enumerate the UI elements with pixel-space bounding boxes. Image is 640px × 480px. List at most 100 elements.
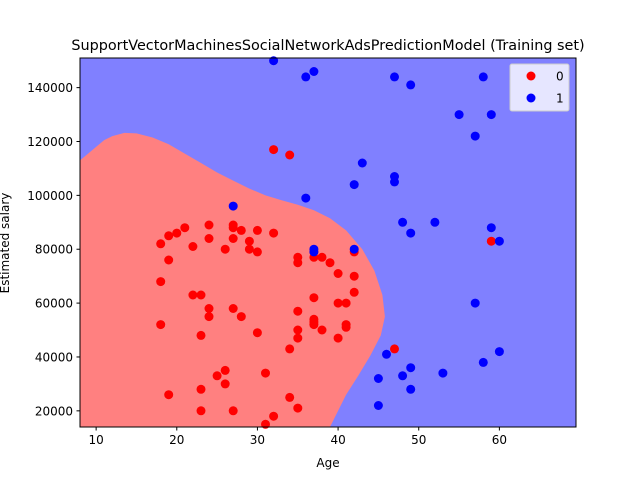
x-axis-label: Age xyxy=(316,456,339,470)
legend-label-class-1: 1 xyxy=(556,92,564,106)
points-layer xyxy=(156,56,504,429)
point-class-0 xyxy=(252,247,262,257)
point-class-0 xyxy=(261,368,270,378)
point-class-0 xyxy=(317,325,327,335)
point-class-0 xyxy=(164,390,174,400)
legend: 0 1 xyxy=(509,63,570,112)
point-class-0 xyxy=(293,306,303,316)
y-tick-label: 60000 xyxy=(35,297,73,311)
point-class-1 xyxy=(301,193,311,203)
point-class-0 xyxy=(156,320,166,330)
point-class-1 xyxy=(486,223,496,233)
y-tick-label: 40000 xyxy=(35,350,73,364)
y-tick-label: 100000 xyxy=(27,189,73,203)
point-class-1 xyxy=(430,217,440,227)
point-class-1 xyxy=(373,374,383,383)
point-class-1 xyxy=(406,228,416,238)
point-class-0 xyxy=(285,392,295,402)
point-class-1 xyxy=(382,349,391,359)
point-class-0 xyxy=(309,320,319,330)
y-tick-label: 80000 xyxy=(35,243,73,257)
legend-label-class-0: 0 xyxy=(556,70,564,84)
x-tick-label: 50 xyxy=(411,433,426,447)
x-tick-label: 20 xyxy=(169,433,184,447)
point-class-0 xyxy=(236,312,246,322)
point-class-1 xyxy=(494,347,504,357)
point-class-0 xyxy=(220,379,230,389)
point-class-1 xyxy=(309,247,319,257)
point-class-1 xyxy=(357,158,367,168)
point-class-0 xyxy=(252,225,262,235)
point-class-1 xyxy=(398,217,408,227)
point-class-0 xyxy=(285,150,295,160)
point-class-1 xyxy=(349,180,359,190)
point-class-0 xyxy=(156,239,166,249)
point-class-0 xyxy=(252,328,262,338)
point-class-0 xyxy=(196,290,206,300)
point-class-0 xyxy=(228,406,238,416)
point-class-1 xyxy=(470,298,480,308)
point-class-0 xyxy=(228,234,238,243)
x-tick-label: 10 xyxy=(88,433,103,447)
point-class-0 xyxy=(196,330,206,340)
point-class-0 xyxy=(269,145,279,155)
point-class-0 xyxy=(236,225,246,235)
point-class-0 xyxy=(269,411,279,421)
x-tick-label: 60 xyxy=(492,433,507,447)
legend-box xyxy=(509,63,570,112)
point-class-0 xyxy=(349,287,359,297)
point-class-0 xyxy=(196,406,206,416)
point-class-0 xyxy=(188,242,198,251)
point-class-0 xyxy=(293,403,303,413)
point-class-0 xyxy=(293,333,303,343)
point-class-0 xyxy=(204,304,214,313)
point-class-1 xyxy=(478,357,488,367)
point-class-1 xyxy=(301,72,311,82)
point-class-0 xyxy=(220,365,230,375)
point-class-0 xyxy=(390,344,399,354)
point-class-1 xyxy=(349,244,359,254)
legend-marker-class-0 xyxy=(526,71,536,81)
point-class-0 xyxy=(204,312,214,322)
point-class-0 xyxy=(228,304,238,313)
point-class-0 xyxy=(196,384,206,394)
point-class-1 xyxy=(373,401,383,410)
y-tick-label: 140000 xyxy=(27,81,73,95)
point-class-0 xyxy=(285,344,295,354)
point-class-0 xyxy=(293,252,303,262)
point-class-1 xyxy=(390,177,399,187)
point-class-1 xyxy=(470,131,480,141)
point-class-0 xyxy=(156,277,166,287)
point-class-1 xyxy=(478,72,488,82)
point-class-0 xyxy=(220,244,230,254)
point-class-0 xyxy=(180,223,190,233)
x-tick-label: 30 xyxy=(250,433,265,447)
point-class-0 xyxy=(204,220,214,230)
point-class-1 xyxy=(454,110,464,120)
point-class-1 xyxy=(309,67,319,76)
point-class-0 xyxy=(212,371,222,381)
x-axis-ticks: 10 20 30 40 50 60 xyxy=(88,427,507,447)
legend-marker-class-1 xyxy=(526,93,536,103)
point-class-0 xyxy=(164,255,174,265)
point-class-1 xyxy=(438,368,448,378)
point-class-0 xyxy=(244,236,254,246)
point-class-1 xyxy=(390,72,399,82)
point-class-1 xyxy=(406,384,416,394)
point-class-0 xyxy=(293,325,303,335)
point-class-0 xyxy=(333,333,343,343)
y-tick-label: 120000 xyxy=(27,135,73,149)
x-tick-label: 40 xyxy=(330,433,345,447)
point-class-1 xyxy=(406,363,416,373)
point-class-1 xyxy=(406,80,416,90)
chart-title: SupportVectorMachinesSocialNetworkAdsPre… xyxy=(71,38,584,54)
region-class-0 xyxy=(80,132,385,427)
point-class-0 xyxy=(204,234,214,243)
point-class-1 xyxy=(486,110,496,120)
point-class-0 xyxy=(309,293,319,303)
point-class-0 xyxy=(172,228,182,238)
point-class-0 xyxy=(269,228,279,238)
point-class-0 xyxy=(349,271,359,281)
y-axis-ticks: 20000 40000 60000 80000 100000 120000 140000 xyxy=(27,81,80,418)
